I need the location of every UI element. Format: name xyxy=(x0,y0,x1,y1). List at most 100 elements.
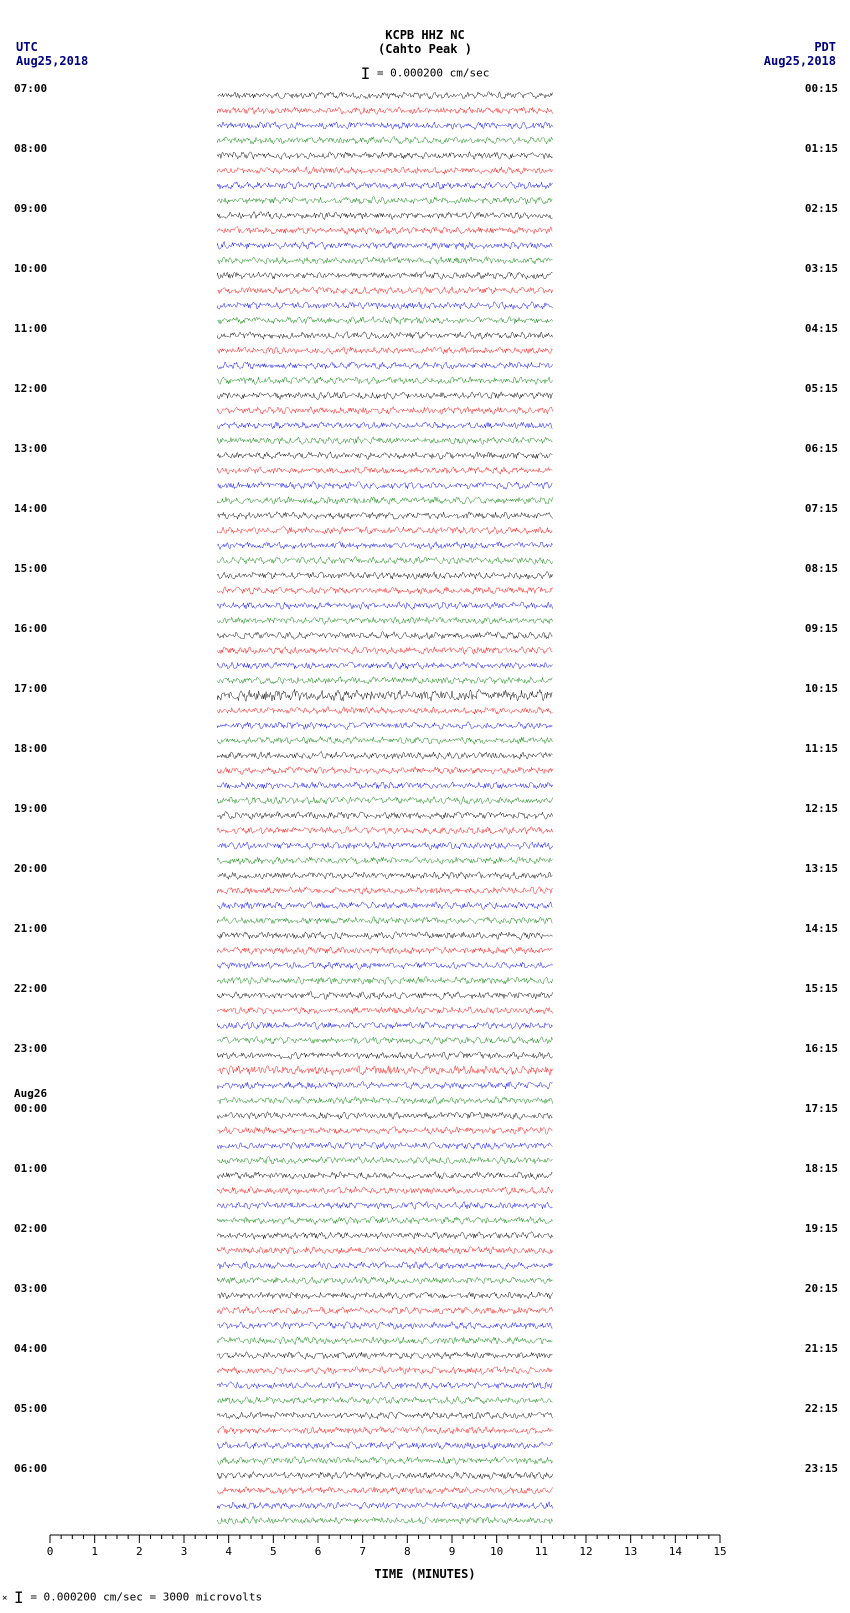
utc-time-label: 16:00 xyxy=(14,622,47,635)
trace-row xyxy=(50,913,720,928)
pdt-time-label: 00:15 xyxy=(805,82,838,95)
day-change-label: Aug26 xyxy=(14,1087,47,1100)
trace-row xyxy=(50,613,720,628)
trace-row xyxy=(50,673,720,688)
trace-row xyxy=(50,1063,720,1078)
trace-row xyxy=(50,823,720,838)
pdt-time-label: 21:15 xyxy=(805,1342,838,1355)
pdt-time-label: 23:15 xyxy=(805,1462,838,1475)
trace-row xyxy=(50,1273,720,1288)
trace-row xyxy=(50,1198,720,1213)
trace-row xyxy=(50,103,720,118)
utc-time-label: 12:00 xyxy=(14,382,47,395)
svg-text:10: 10 xyxy=(490,1545,503,1558)
trace-row xyxy=(50,778,720,793)
trace-row xyxy=(50,373,720,388)
pdt-time-label: 12:15 xyxy=(805,802,838,815)
pdt-time-label: 11:15 xyxy=(805,742,838,755)
utc-time-label: 05:00 xyxy=(14,1402,47,1415)
trace-row xyxy=(50,1168,720,1183)
trace-row xyxy=(50,223,720,238)
trace-row xyxy=(50,808,720,823)
trace-row xyxy=(50,1498,720,1513)
pdt-time-label: 22:15 xyxy=(805,1402,838,1415)
svg-text:4: 4 xyxy=(225,1545,232,1558)
utc-time-label: 11:00 xyxy=(14,322,47,335)
trace-row xyxy=(50,418,720,433)
pdt-time-label: 01:15 xyxy=(805,142,838,155)
pdt-time-label: 05:15 xyxy=(805,382,838,395)
trace-row xyxy=(50,493,720,508)
utc-time-label: 03:00 xyxy=(14,1282,47,1295)
trace-row xyxy=(50,508,720,523)
svg-text:11: 11 xyxy=(535,1545,548,1558)
trace-row xyxy=(50,628,720,643)
svg-text:15: 15 xyxy=(713,1545,726,1558)
trace-row xyxy=(50,1033,720,1048)
trace-row xyxy=(50,748,720,763)
pdt-time-label: 13:15 xyxy=(805,862,838,875)
trace-row xyxy=(50,1333,720,1348)
trace-row xyxy=(50,1258,720,1273)
utc-time-label: 15:00 xyxy=(14,562,47,575)
utc-label: UTC xyxy=(16,40,38,54)
trace-row xyxy=(50,358,720,373)
pdt-time-label: 19:15 xyxy=(805,1222,838,1235)
pdt-time-label: 15:15 xyxy=(805,982,838,995)
trace-row xyxy=(50,1048,720,1063)
svg-text:3: 3 xyxy=(181,1545,188,1558)
x-axis-label: TIME (MINUTES) xyxy=(0,1567,850,1581)
trace-row xyxy=(50,238,720,253)
trace-row xyxy=(50,163,720,178)
utc-time-label: 17:00 xyxy=(14,682,47,695)
trace-row xyxy=(50,598,720,613)
pdt-time-label: 17:15 xyxy=(805,1102,838,1115)
utc-time-label: 00:00 xyxy=(14,1102,47,1115)
station-code: KCPB HHZ NC xyxy=(0,28,850,42)
utc-date: Aug25,2018 xyxy=(16,54,88,68)
trace-row xyxy=(50,688,720,703)
trace-row xyxy=(50,133,720,148)
trace-row xyxy=(50,1213,720,1228)
pdt-time-label: 09:15 xyxy=(805,622,838,635)
pdt-time-label: 07:15 xyxy=(805,502,838,515)
utc-time-label: 04:00 xyxy=(14,1342,47,1355)
trace-row xyxy=(50,1018,720,1033)
trace-row xyxy=(50,193,720,208)
trace-row xyxy=(50,253,720,268)
trace-row xyxy=(50,1228,720,1243)
utc-time-label: 22:00 xyxy=(14,982,47,995)
trace-row xyxy=(50,943,720,958)
svg-text:1: 1 xyxy=(91,1545,98,1558)
footer-text: = 0.000200 cm/sec = 3000 microvolts xyxy=(30,1591,262,1604)
trace-row xyxy=(50,148,720,163)
trace-row xyxy=(50,718,720,733)
utc-time-label: 07:00 xyxy=(14,82,47,95)
station-location: (Cahto Peak ) xyxy=(0,42,850,56)
trace-row xyxy=(50,1183,720,1198)
trace-row xyxy=(50,883,720,898)
trace-row xyxy=(50,1363,720,1378)
trace-row xyxy=(50,898,720,913)
trace-row xyxy=(50,868,720,883)
utc-time-label: 23:00 xyxy=(14,1042,47,1055)
trace-row xyxy=(50,328,720,343)
trace-row xyxy=(50,793,720,808)
trace-row xyxy=(50,1423,720,1438)
trace-row xyxy=(50,553,720,568)
trace-row xyxy=(50,268,720,283)
pdt-time-label: 18:15 xyxy=(805,1162,838,1175)
trace-row xyxy=(50,658,720,673)
trace-row xyxy=(50,1003,720,1018)
trace-row xyxy=(50,1408,720,1423)
trace-row xyxy=(50,1483,720,1498)
trace-row xyxy=(50,958,720,973)
svg-text:2: 2 xyxy=(136,1545,143,1558)
trace-row xyxy=(50,1438,720,1453)
trace-row xyxy=(50,88,720,103)
plot-area xyxy=(50,88,720,1528)
svg-text:6: 6 xyxy=(315,1545,322,1558)
seismogram-container: KCPB HHZ NC (Cahto Peak ) I = 0.000200 c… xyxy=(0,0,850,1613)
pdt-time-label: 08:15 xyxy=(805,562,838,575)
svg-text:9: 9 xyxy=(449,1545,456,1558)
